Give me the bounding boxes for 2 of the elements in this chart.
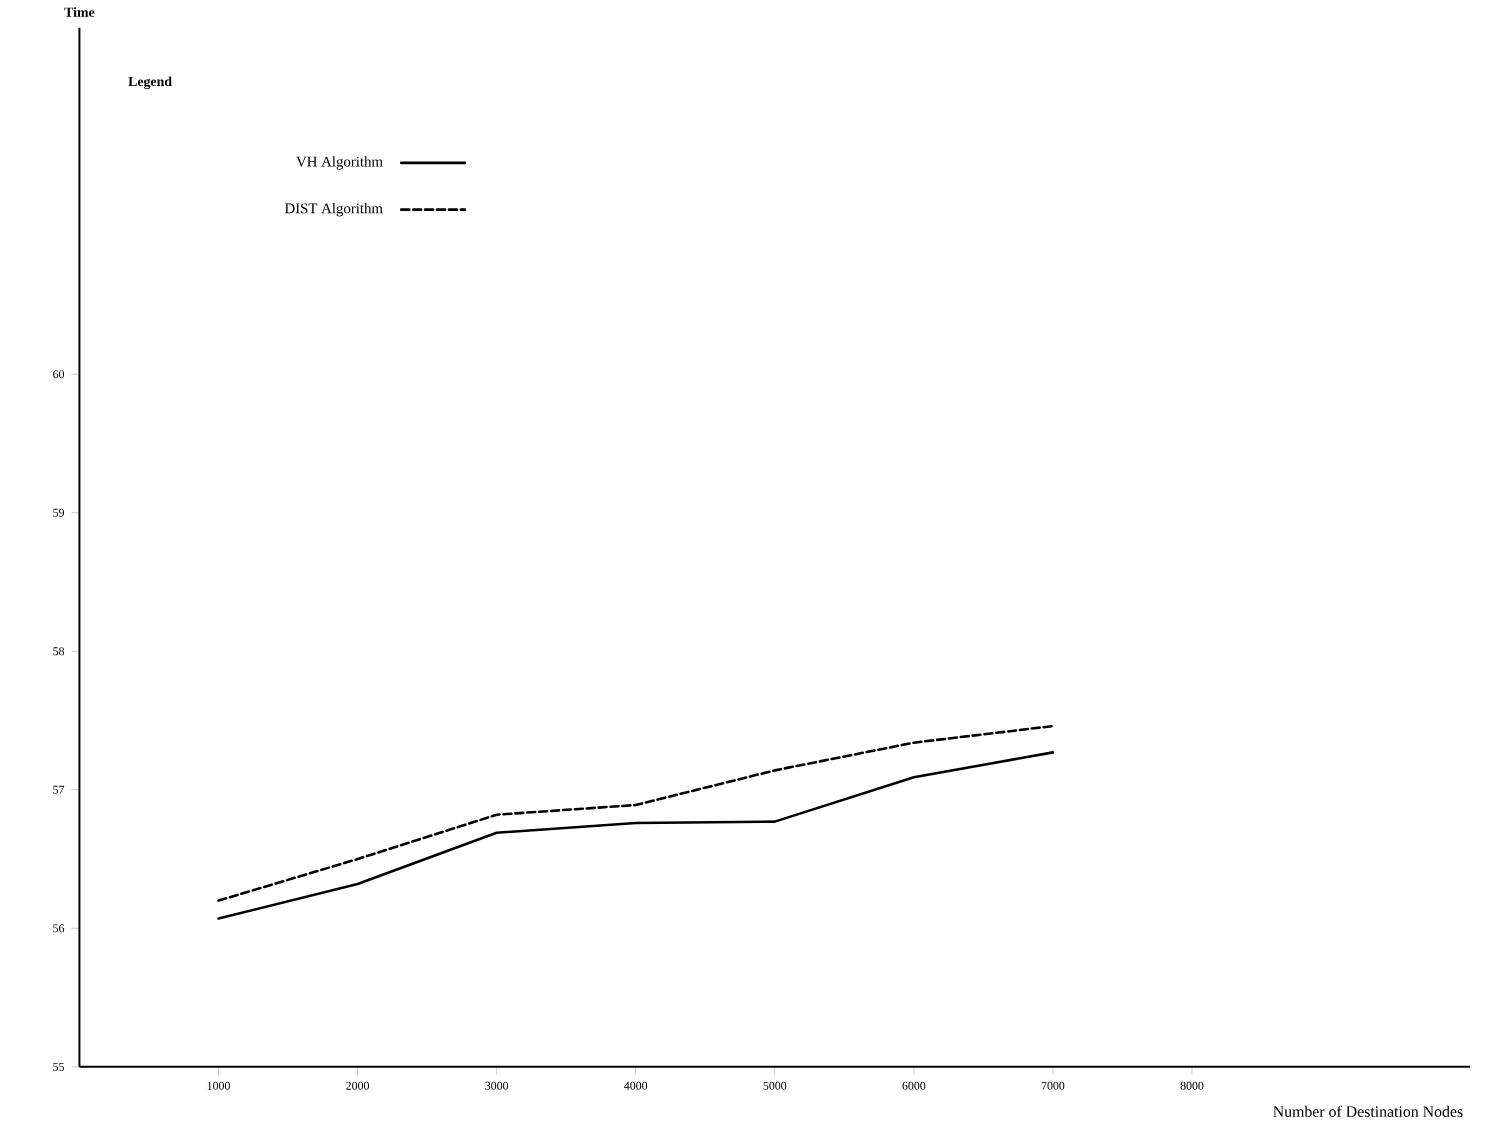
line-series xyxy=(217,750,1055,920)
line-series xyxy=(217,724,1055,902)
